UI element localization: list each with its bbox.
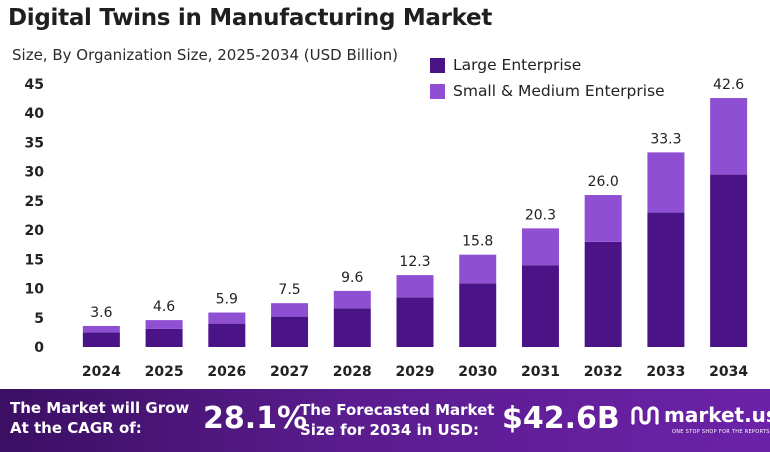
bar-large-enterprise-2025 <box>145 328 183 347</box>
bar-chart: 0510152025303540453.620244.620255.920267… <box>25 77 749 380</box>
y-tick-label: 0 <box>34 340 44 356</box>
bar-large-enterprise-2033 <box>647 212 685 347</box>
bar-large-enterprise-2028 <box>333 308 371 347</box>
y-tick-label: 35 <box>25 135 44 151</box>
footer-cagr-value: 28.1% <box>203 401 308 436</box>
footer-banner: The Market will Grow At the CAGR of: 28.… <box>0 389 770 452</box>
bar-large-enterprise-2031 <box>521 265 559 347</box>
data-label-total-2030: 15.8 <box>462 234 493 250</box>
bar-large-enterprise-2032 <box>584 241 622 347</box>
bar-small-medium-enterprise-2028 <box>333 290 371 309</box>
x-tick-label-2032: 2032 <box>584 364 623 380</box>
data-label-total-2032: 26.0 <box>588 174 619 190</box>
y-tick-label: 25 <box>25 194 44 210</box>
chart-subtitle: Size, By Organization Size, 2025-2034 (U… <box>12 46 398 64</box>
marketus-logo[interactable]: market.us <box>630 403 770 427</box>
x-tick-label-2029: 2029 <box>396 364 435 380</box>
logo-tagline: ONE STOP SHOP FOR THE REPORTS <box>672 429 770 435</box>
bar-large-enterprise-2034 <box>710 174 748 347</box>
bar-large-enterprise-2029 <box>396 297 434 347</box>
bar-small-medium-enterprise-2025 <box>145 320 183 329</box>
legend-label-small: Small & Medium Enterprise <box>453 82 665 100</box>
data-label-total-2026: 5.9 <box>216 292 238 308</box>
bar-small-medium-enterprise-2033 <box>647 152 685 213</box>
x-tick-label-2031: 2031 <box>521 364 560 380</box>
data-label-total-2027: 7.5 <box>278 282 300 298</box>
y-tick-label: 5 <box>34 311 44 327</box>
marketus-logo-text: market.us <box>664 403 770 427</box>
bar-large-enterprise-2026 <box>208 323 246 347</box>
x-tick-label-2026: 2026 <box>207 364 246 380</box>
marketus-logo-icon <box>631 406 659 425</box>
data-label-total-2028: 9.6 <box>341 270 363 286</box>
data-label-total-2031: 20.3 <box>525 207 556 223</box>
x-tick-label-2030: 2030 <box>458 364 497 380</box>
legend: Large Enterprise Small & Medium Enterpri… <box>430 52 665 104</box>
x-tick-label-2025: 2025 <box>145 364 184 380</box>
bar-large-enterprise-2024 <box>82 332 120 347</box>
data-label-total-2025: 4.6 <box>153 299 175 315</box>
y-tick-label: 10 <box>25 282 45 298</box>
bar-small-medium-enterprise-2024 <box>82 325 120 333</box>
data-label-total-2034: 42.6 <box>713 77 744 93</box>
data-label-total-2024: 3.6 <box>90 305 112 321</box>
data-label-total-2029: 12.3 <box>399 254 430 270</box>
chart-title: Digital Twins in Manufacturing Market <box>8 5 493 31</box>
x-tick-label-2024: 2024 <box>82 364 121 380</box>
y-tick-label: 20 <box>25 223 45 239</box>
x-tick-label-2027: 2027 <box>270 364 309 380</box>
legend-swatch-large <box>430 57 445 73</box>
y-tick-label: 40 <box>25 106 45 122</box>
bar-large-enterprise-2027 <box>271 316 309 347</box>
bar-small-medium-enterprise-2030 <box>459 254 497 284</box>
bar-small-medium-enterprise-2032 <box>584 195 622 242</box>
legend-item-large-enterprise: Large Enterprise <box>430 52 665 78</box>
y-tick-label: 30 <box>25 165 45 181</box>
y-tick-label: 45 <box>25 77 44 93</box>
bar-small-medium-enterprise-2026 <box>208 312 246 324</box>
footer-forecast-text: The Forecasted Market Size for 2034 in U… <box>300 401 495 439</box>
bar-small-medium-enterprise-2034 <box>710 98 748 175</box>
data-label-total-2033: 33.3 <box>650 131 681 147</box>
legend-label-large: Large Enterprise <box>453 56 582 74</box>
footer-market-size: $42.6B <box>502 401 620 436</box>
legend-item-small-medium-enterprise: Small & Medium Enterprise <box>430 78 665 104</box>
legend-swatch-small <box>430 83 445 99</box>
x-tick-label-2028: 2028 <box>333 364 372 380</box>
footer-grow-text: The Market will Grow At the CAGR of: <box>10 399 190 437</box>
y-tick-label: 15 <box>25 252 44 268</box>
bar-small-medium-enterprise-2031 <box>521 228 559 266</box>
bar-small-medium-enterprise-2029 <box>396 275 434 298</box>
bar-large-enterprise-2030 <box>459 283 497 347</box>
x-tick-label-2034: 2034 <box>709 364 748 380</box>
bar-small-medium-enterprise-2027 <box>271 303 309 317</box>
x-tick-label-2033: 2033 <box>646 364 685 380</box>
